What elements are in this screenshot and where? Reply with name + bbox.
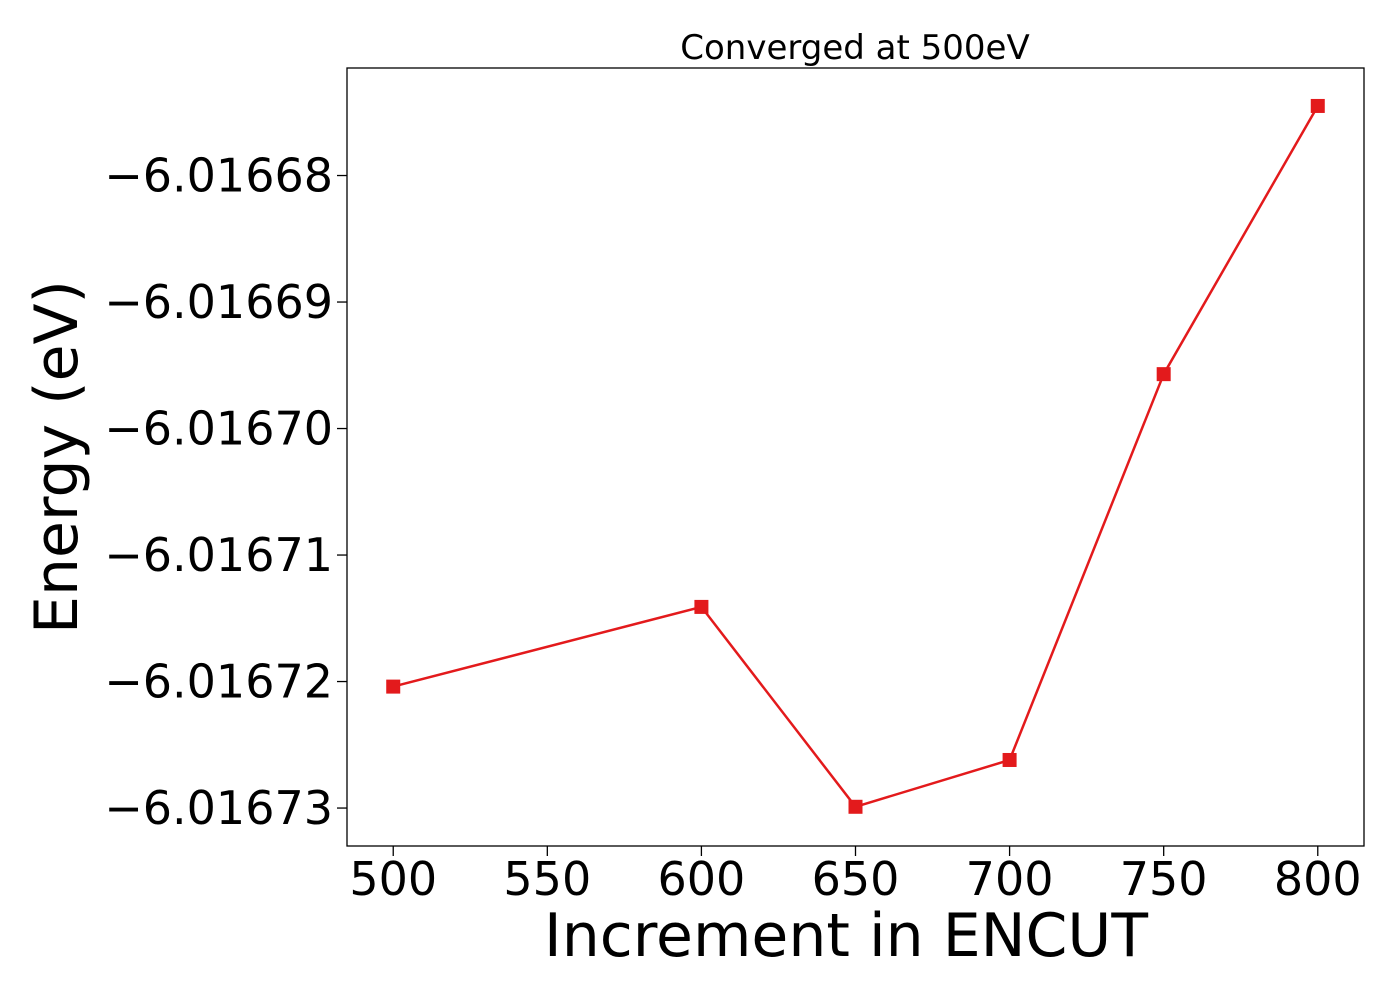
y-axis-label: Energy (eV) [22, 280, 92, 634]
data-point-marker [694, 599, 709, 614]
y-tick-label: −6.01672 [104, 655, 333, 709]
y-tick-label: −6.01668 [104, 149, 333, 203]
x-tick-label: 550 [503, 852, 591, 906]
x-tick-label: 600 [658, 852, 746, 906]
x-axis: 500 550 600 650 700 750 800 [349, 846, 1362, 906]
data-point-marker [1002, 752, 1017, 767]
x-axis-label: Increment in ENCUT [544, 901, 1148, 971]
data-point-marker [848, 799, 863, 814]
x-tick-label: 800 [1274, 852, 1362, 906]
series-line [392, 105, 1319, 809]
x-tick-label: 700 [966, 852, 1054, 906]
y-tick-label: −6.01673 [104, 781, 333, 835]
x-tick-label: 500 [349, 852, 437, 906]
data-point-marker [1156, 367, 1171, 382]
plot-area-frame [346, 67, 1365, 847]
data-point-marker [1310, 98, 1325, 113]
series-layer [386, 98, 1325, 814]
y-tick-label: −6.01669 [104, 275, 333, 329]
chart-title: Converged at 500eV [680, 28, 1029, 68]
y-axis: −6.01668 −6.01669 −6.01670 −6.01671 −6.01672… [104, 149, 347, 835]
data-point-marker [386, 679, 401, 694]
x-tick-label: 650 [812, 852, 900, 906]
y-tick-label: −6.01670 [104, 402, 333, 456]
y-tick-label: −6.01671 [104, 528, 333, 582]
x-tick-label: 750 [1120, 852, 1208, 906]
